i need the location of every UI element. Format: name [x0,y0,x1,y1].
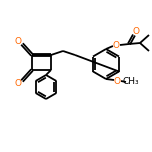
Text: CH₃: CH₃ [123,78,139,86]
Text: O: O [14,78,21,88]
Text: O: O [112,40,119,50]
Text: O: O [114,76,121,85]
Text: O: O [133,26,140,36]
Text: O: O [14,38,21,47]
